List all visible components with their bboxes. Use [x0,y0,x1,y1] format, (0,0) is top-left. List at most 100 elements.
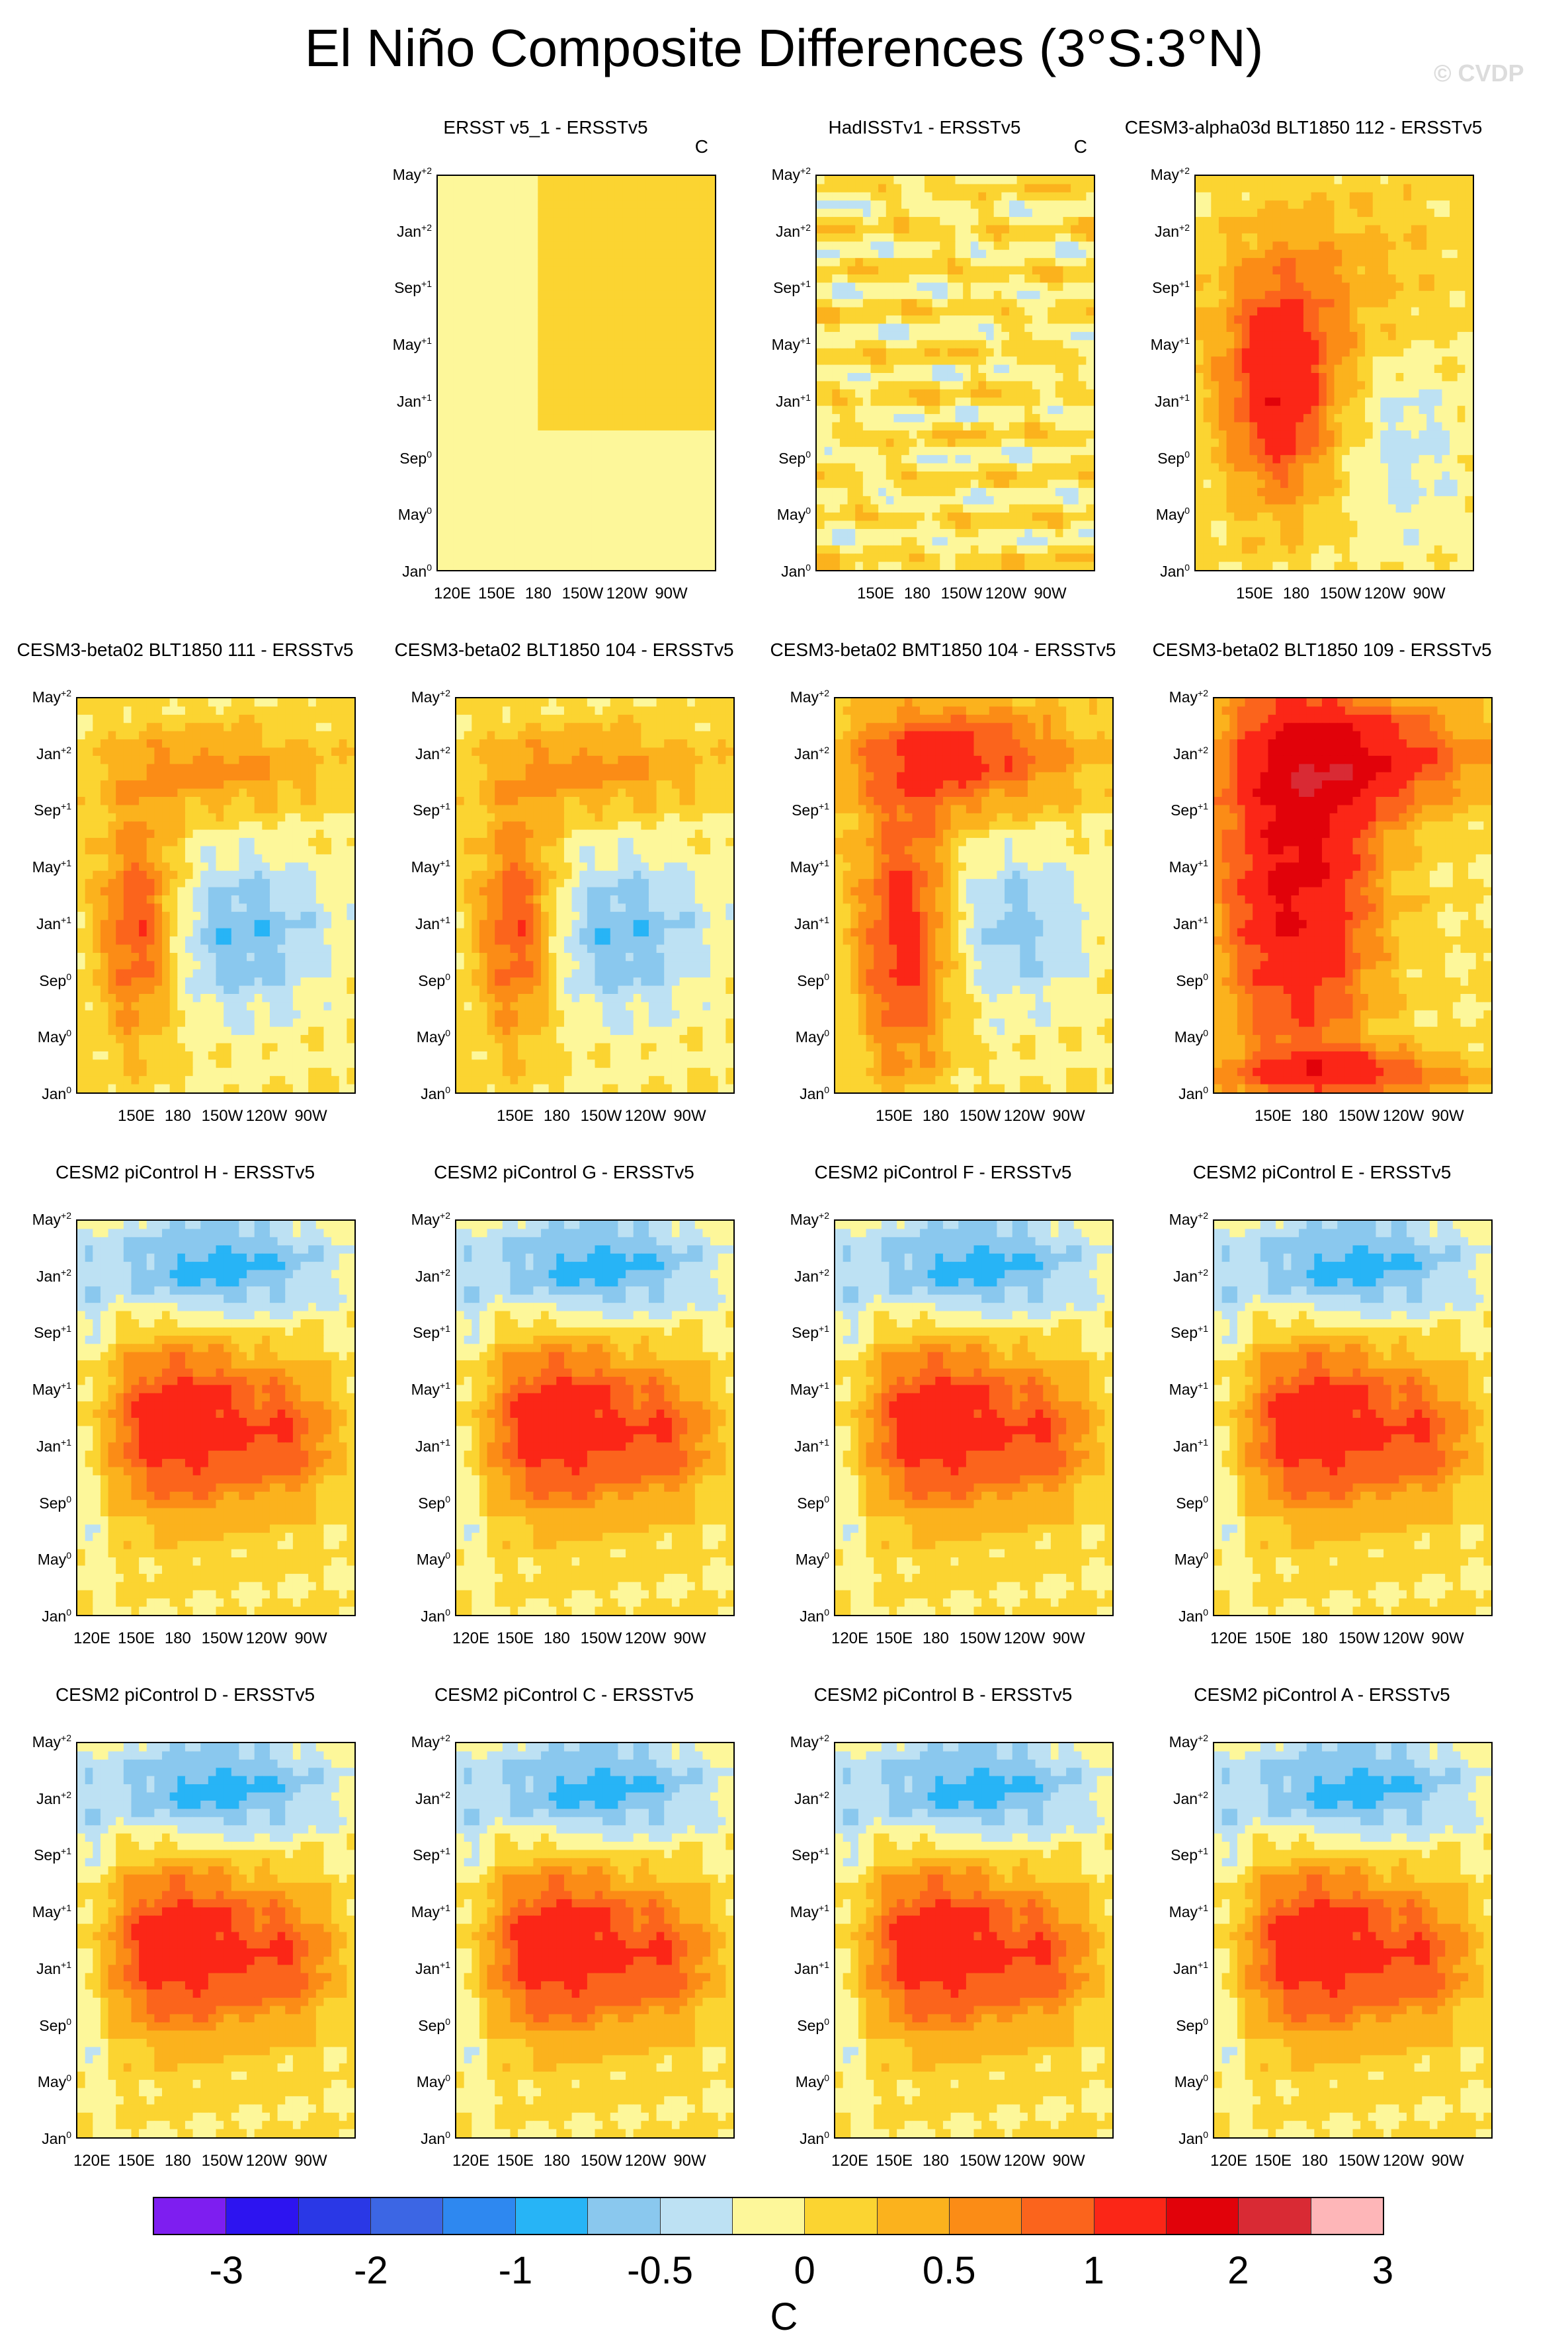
contour-cell [932,431,940,439]
contour-cell [1458,315,1465,324]
contour-cell [925,423,932,431]
contour-cell [1055,464,1063,472]
contour-cell [1373,233,1381,242]
contour-cell [863,184,871,192]
contour-cell [1257,431,1265,439]
contour-cell [1234,267,1242,275]
contour-cell [453,546,461,554]
contour-cell [653,267,661,275]
contour-cell [577,308,585,316]
contour-cell [1009,324,1017,333]
contour-cell [1249,431,1257,439]
contour-cell [491,472,499,480]
contour-cell [948,176,956,185]
contour-cell [893,381,901,390]
contour-cell [569,291,577,300]
contour-cell [1327,184,1335,192]
contour-cell [978,546,986,554]
contour-cell [499,521,507,530]
contour-cell [653,537,661,546]
contour-cell [446,192,454,201]
contour-cell [1458,200,1465,209]
contour-cell [684,241,692,250]
contour-cell [909,373,917,382]
contour-cell [515,291,522,300]
contour-cell [840,505,848,513]
contour-cell [592,455,600,464]
contour-cell [607,365,615,374]
contour-cell [484,315,492,324]
contour-cell [940,496,948,505]
contour-cell [1458,184,1465,192]
contour-cell [1296,209,1303,218]
contour-cell [840,488,848,497]
contour-cell [645,192,653,201]
contour-cell [1272,455,1280,464]
contour-cell [1319,282,1327,291]
contour-cell [909,390,917,398]
contour-cell [515,356,522,365]
contour-cell [1024,496,1032,505]
contour-cell [878,529,886,538]
contour-cell [1063,472,1071,480]
contour-cell [1001,250,1009,259]
contour-cell [1055,282,1063,291]
contour-cell [1017,233,1025,242]
contour-cell [1419,472,1427,480]
contour-cell [1288,431,1296,439]
contour-cell [1234,192,1242,201]
contour-cell [499,299,507,308]
contour-cell [1342,250,1350,259]
contour-cell [1350,308,1358,316]
contour-cell [1055,406,1063,415]
contour-cell [507,488,515,497]
contour-cell [917,479,925,488]
contour-cell [630,431,638,439]
contour-cell [677,447,684,456]
contour-cell [1048,217,1055,226]
y-tick-label: May+1 [393,335,432,354]
contour-cell [893,505,901,513]
contour-cell [507,562,515,570]
contour-cell [1071,192,1079,201]
contour-cell [1086,546,1094,554]
contour-cell [1024,233,1032,242]
contour-cell [925,414,932,423]
contour-cell [1079,472,1087,480]
contour-cell [1257,340,1265,349]
contour-cell [1257,184,1265,192]
contour-cell [932,529,940,538]
contour-cell [1211,184,1219,192]
contour-cell [645,554,653,562]
contour-cell [1024,472,1032,480]
contour-cell [491,406,499,415]
contour-cell [994,332,1002,341]
contour-cell [1055,274,1063,283]
contour-cell [1079,496,1087,505]
contour-cell [1434,233,1442,242]
contour-cell [978,340,986,349]
contour-cell [1396,340,1404,349]
contour-cell [1265,267,1273,275]
contour-cell [1288,250,1296,259]
contour-cell [1024,488,1032,497]
contour-cell [901,282,909,291]
contour-cell [848,464,856,472]
contour-cell [476,356,484,365]
contour-cell [1017,324,1025,333]
contour-cell [1442,365,1450,374]
contour-cell [1219,299,1227,308]
contour-cell [1280,496,1288,505]
contour-cell [1017,562,1025,570]
contour-cell [1419,274,1427,283]
contour-cell [1335,513,1342,521]
contour-cell [653,406,661,415]
contour-cell [1257,496,1265,505]
contour-cell [538,406,546,415]
contour-cell [554,546,561,554]
contour-cell [1040,488,1048,497]
contour-cell [1426,349,1434,357]
contour-cell [1086,258,1094,267]
contour-cell [1411,488,1419,497]
contour-cell [453,438,461,447]
